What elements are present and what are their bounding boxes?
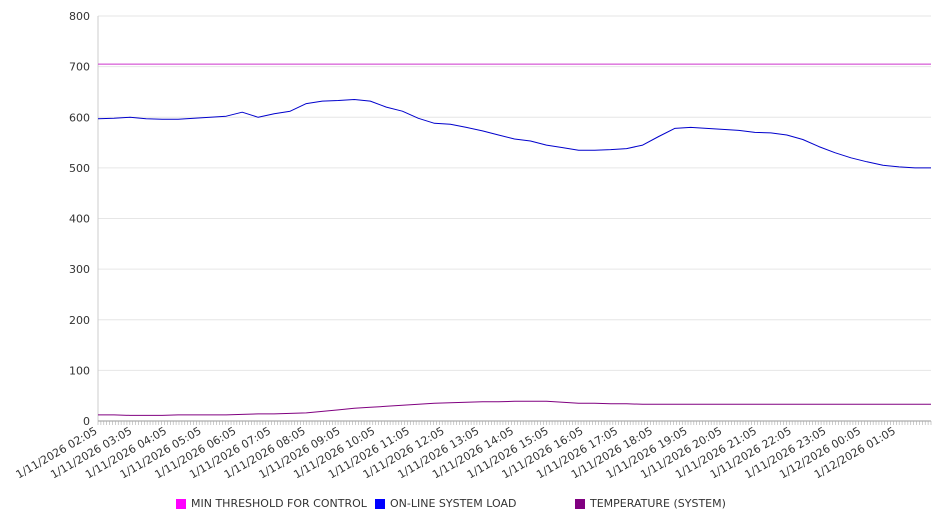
legend-swatch-temperature bbox=[575, 498, 585, 509]
series-lines bbox=[97, 63, 931, 416]
legend-item-min-threshold[interactable]: MIN THRESHOLD FOR CONTROL bbox=[176, 497, 367, 510]
legend-swatch-min-threshold bbox=[176, 498, 186, 509]
y-tick-label: 300 bbox=[69, 263, 90, 276]
legend-item-system-load[interactable]: ON-LINE SYSTEM LOAD bbox=[375, 497, 516, 510]
y-tick-label: 100 bbox=[69, 364, 90, 377]
y-tick-label: 400 bbox=[69, 213, 90, 226]
grid-lines bbox=[98, 15, 931, 371]
legend-label-temperature: TEMPERATURE (SYSTEM) bbox=[590, 497, 726, 510]
y-tick-label: 500 bbox=[69, 162, 90, 175]
series-line-system-load bbox=[97, 99, 931, 169]
legend-label-min-threshold: MIN THRESHOLD FOR CONTROL bbox=[191, 497, 367, 510]
legend-swatch-system-load bbox=[375, 498, 385, 509]
y-axis-tick-labels: 0 100 200 300 400 500 600 700 800 bbox=[69, 10, 90, 428]
legend-label-system-load: ON-LINE SYSTEM LOAD bbox=[390, 497, 517, 510]
y-tick-label: 200 bbox=[69, 314, 90, 327]
axes bbox=[97, 16, 932, 425]
legend-item-temperature[interactable]: TEMPERATURE (SYSTEM) bbox=[575, 497, 726, 510]
x-axis-tick-labels: 1/11/2026 02:051/11/2026 03:051/11/2026 … bbox=[14, 424, 898, 481]
y-tick-label: 600 bbox=[69, 111, 90, 124]
y-tick-label: 700 bbox=[69, 61, 90, 74]
y-tick-label: 0 bbox=[83, 415, 90, 428]
legend: MIN THRESHOLD FOR CONTROL ON-LINE SYSTEM… bbox=[0, 497, 946, 515]
series-line-temperature bbox=[98, 400, 931, 416]
y-tick-label: 800 bbox=[69, 10, 90, 23]
